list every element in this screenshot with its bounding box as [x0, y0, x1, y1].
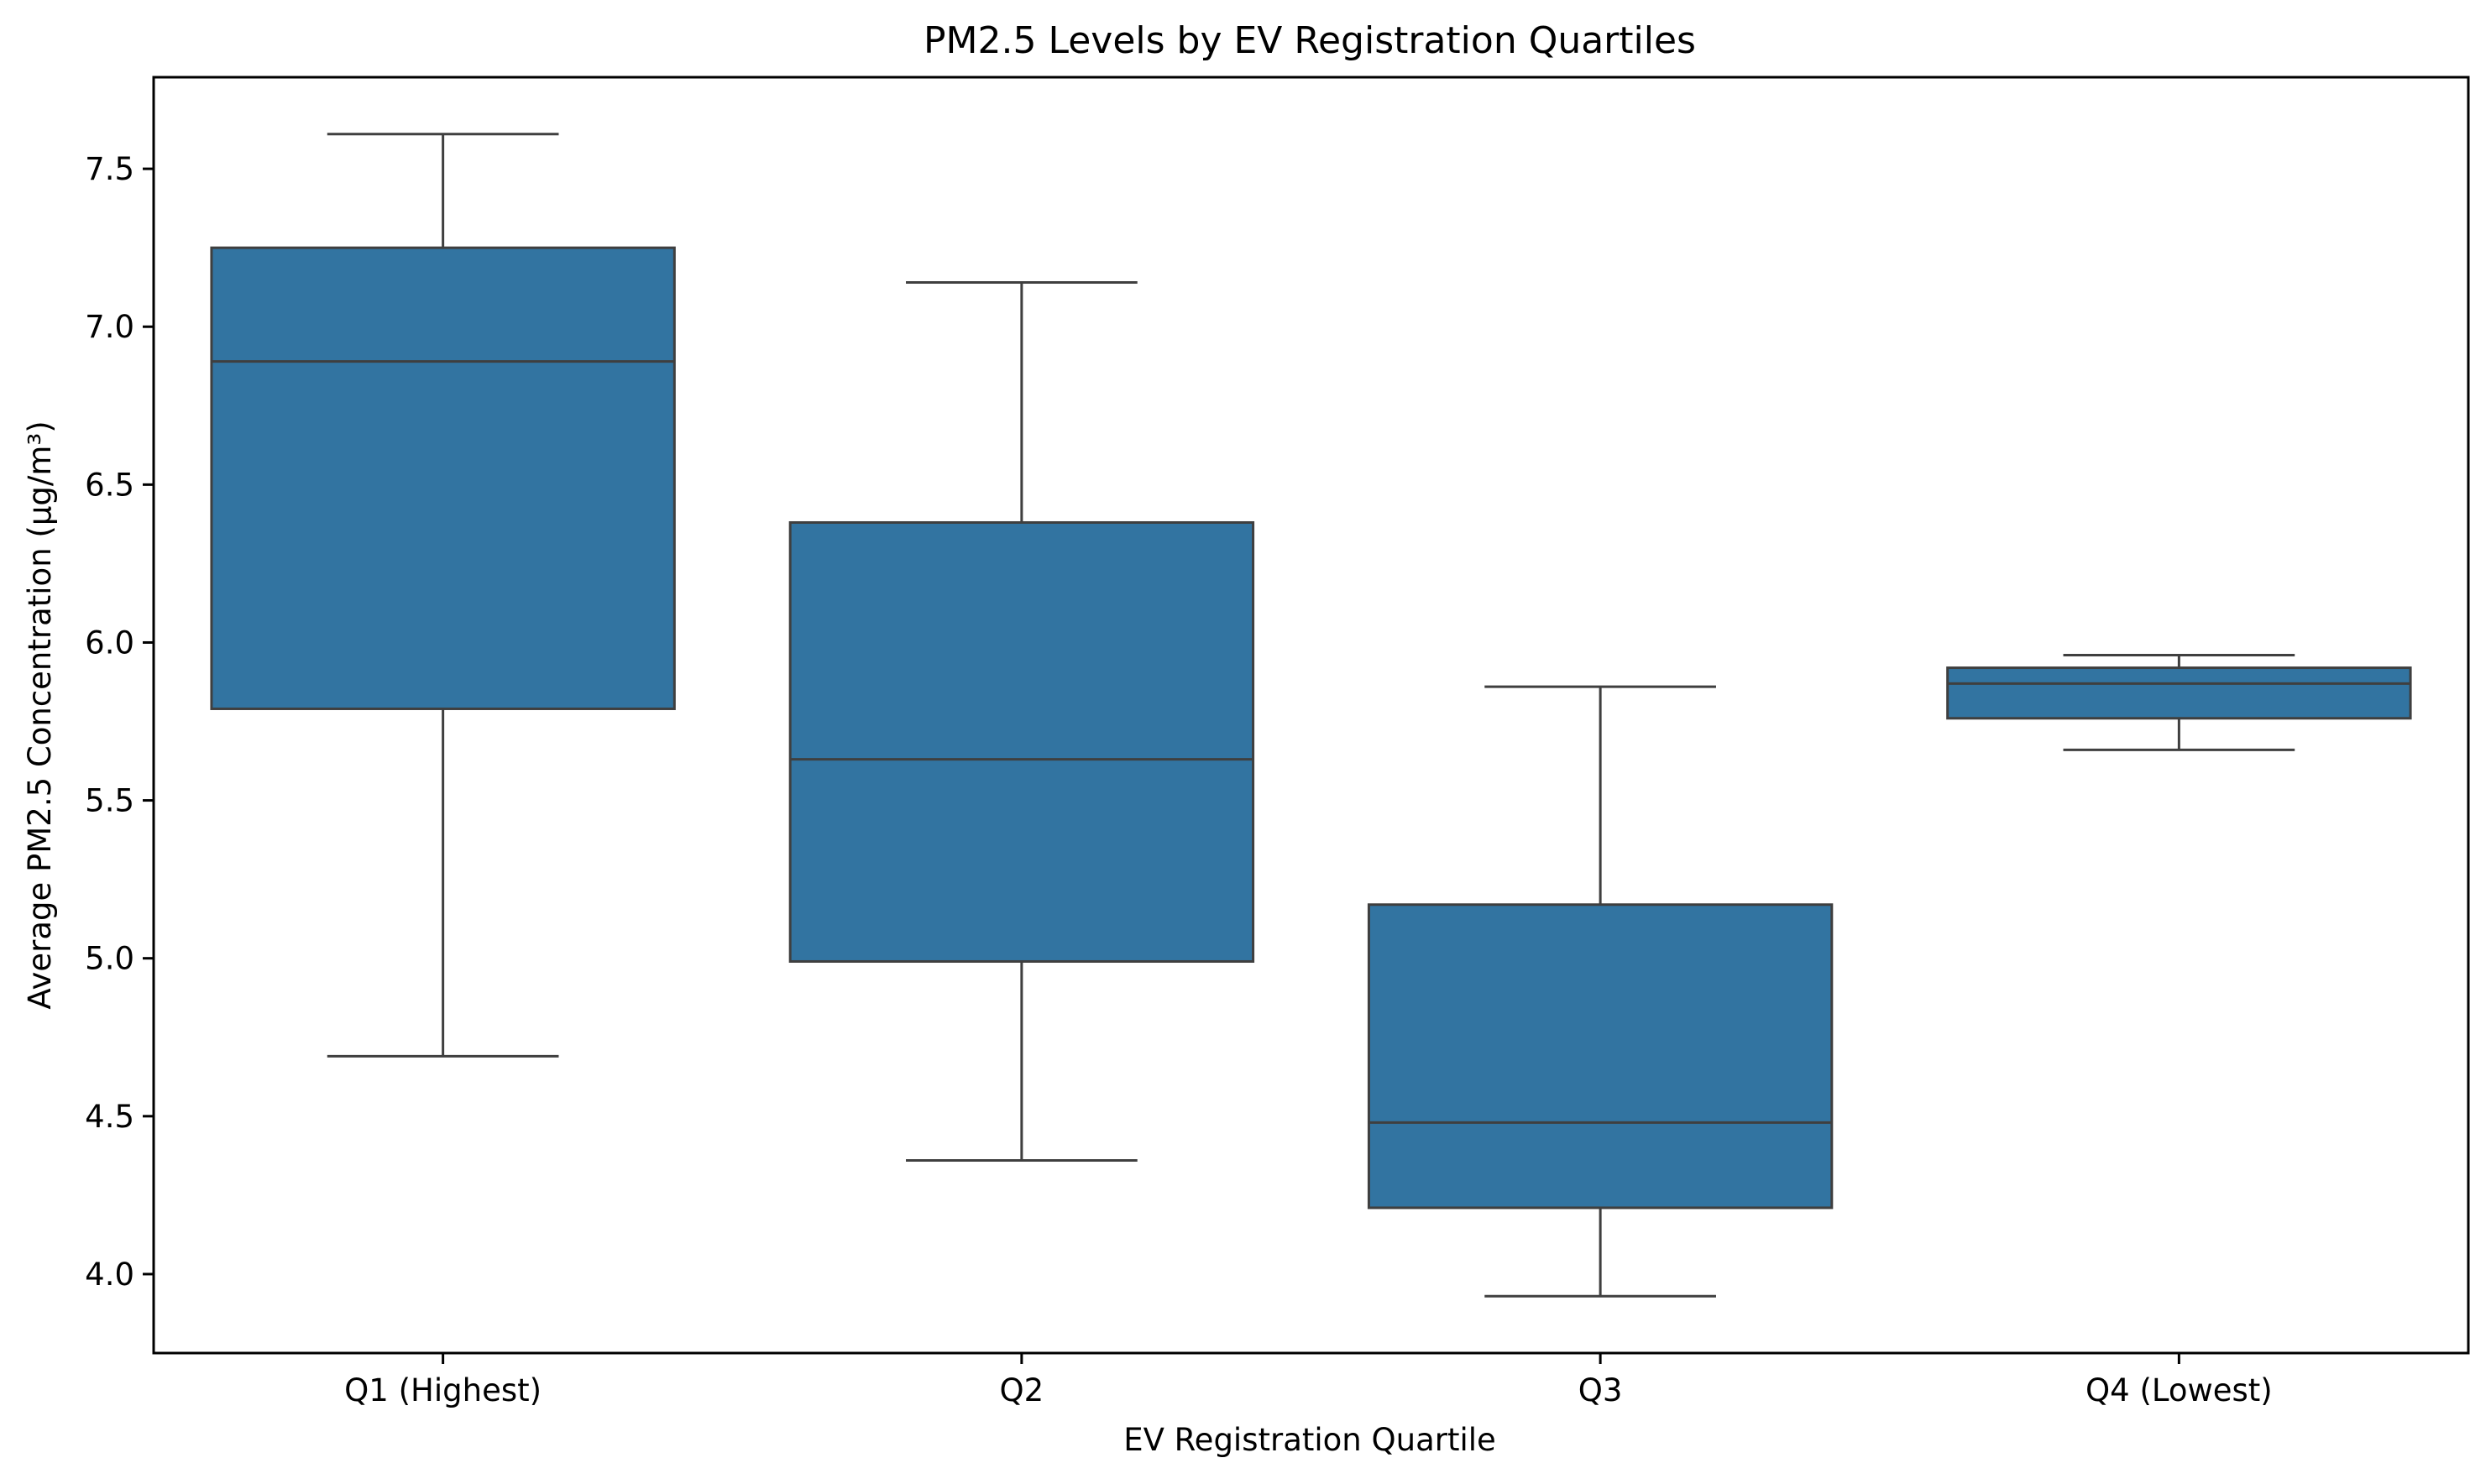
y-tick-label: 5.0: [85, 941, 134, 977]
box-3: [1367, 685, 1834, 1298]
y-tick-label: 7.5: [85, 151, 134, 187]
x-axis: Q1 (Highest) Q2 Q3 Q4 (Lowest): [344, 1353, 2273, 1408]
y-axis-label: Average PM2.5 Concentration (µg/m³): [22, 421, 58, 1009]
box-2: [788, 281, 1255, 1162]
box-1: [210, 133, 676, 1058]
plot-area: [210, 133, 2412, 1298]
chart-title: PM2.5 Levels by EV Registration Quartile…: [924, 19, 1696, 62]
box-4: [1946, 654, 2412, 751]
y-tick-label: 7.0: [85, 309, 134, 345]
iqr-box: [788, 520, 1255, 963]
y-tick-label: 4.5: [85, 1099, 134, 1135]
y-tick-label: 6.0: [85, 624, 134, 661]
x-tick-label: Q2: [1000, 1372, 1044, 1408]
iqr-box: [1367, 903, 1834, 1210]
y-tick-label: 5.5: [85, 783, 134, 819]
y-tick-label: 6.5: [85, 467, 134, 503]
y-axis: 4.0 4.5 5.0 5.5 6.0 6.5 7.0 7.5: [85, 151, 154, 1293]
x-tick-label: Q4 (Lowest): [2085, 1372, 2273, 1408]
y-tick-label: 4.0: [85, 1257, 134, 1293]
plot-frame: [152, 76, 2470, 1355]
x-tick-label: Q1 (Highest): [344, 1372, 542, 1408]
x-axis-label: EV Registration Quartile: [1123, 1422, 1496, 1458]
x-tick-label: Q3: [1578, 1372, 1623, 1408]
iqr-box: [210, 246, 676, 710]
iqr-box: [1946, 666, 2412, 720]
